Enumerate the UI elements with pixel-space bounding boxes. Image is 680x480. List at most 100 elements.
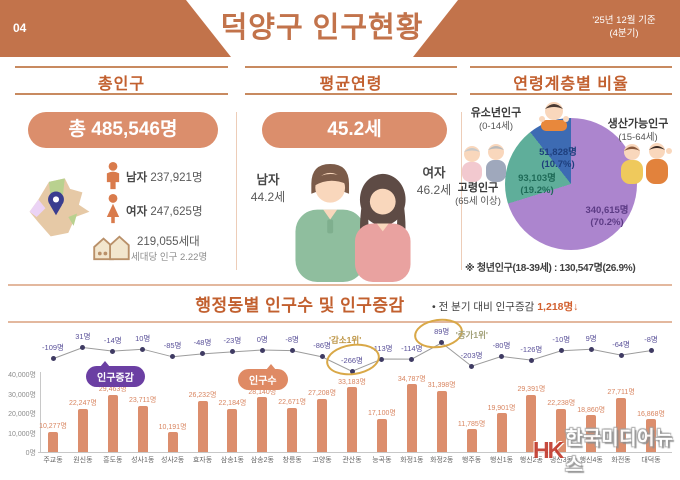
watermark-text: 한국미디어뉴스 bbox=[565, 428, 674, 476]
district-label: 삼송1동 bbox=[220, 457, 244, 464]
change-value: -14명 bbox=[103, 335, 122, 345]
panel-divider bbox=[461, 112, 462, 270]
change-value: 0명 bbox=[256, 334, 268, 344]
elderly-slice-label: 93,103명 (19.2%) bbox=[518, 173, 556, 197]
change-dot bbox=[170, 354, 176, 360]
change-dot bbox=[528, 357, 534, 363]
divider bbox=[470, 93, 672, 95]
change-value: -86명 bbox=[313, 341, 331, 351]
y-axis-line bbox=[40, 372, 41, 452]
legend-population-change: 인구증감 bbox=[86, 361, 145, 387]
average-age-pill: 45.2세 bbox=[262, 112, 447, 148]
subtitle-prefix: • 전 분기 대비 인구증감 bbox=[432, 301, 535, 313]
change-value: -109명 bbox=[42, 343, 64, 353]
population-bar bbox=[436, 390, 447, 452]
watermark: HK 한국미디어뉴스 bbox=[533, 423, 680, 477]
district-map-icon bbox=[29, 178, 90, 237]
male-value: 237,921명 bbox=[150, 172, 203, 184]
population-value: 17,100명 bbox=[367, 410, 396, 418]
district-label: 능곡동 bbox=[372, 457, 392, 464]
panel-divider bbox=[236, 112, 237, 270]
divider bbox=[15, 93, 228, 95]
change-dot bbox=[50, 356, 56, 362]
x-axis-line bbox=[38, 452, 672, 453]
district-label: 흥도동 bbox=[103, 457, 123, 464]
adults-icon bbox=[621, 143, 672, 184]
population-value: 22,184명 bbox=[218, 400, 247, 408]
population-bar bbox=[317, 398, 328, 452]
district-label: 행주동 bbox=[461, 457, 482, 464]
legend-population: 인구수 bbox=[238, 364, 288, 390]
y-axis-tick: 30,000명 bbox=[8, 391, 36, 399]
population-value: 27,711명 bbox=[607, 389, 635, 397]
households-value: 219,055세대 bbox=[137, 236, 200, 248]
divider bbox=[8, 321, 672, 323]
working-group-label: 생산가능인구 (15-64세) bbox=[607, 118, 669, 143]
population-value: 19,901명 bbox=[487, 404, 516, 412]
legend-tail bbox=[266, 364, 276, 370]
change-dot bbox=[499, 353, 504, 359]
district-label: 행신2동 bbox=[519, 457, 543, 464]
change-dot bbox=[319, 354, 325, 360]
change-dot bbox=[469, 363, 475, 369]
district-label: 삼송2동 bbox=[250, 457, 274, 464]
page-number: 04 bbox=[13, 21, 27, 35]
change-dot bbox=[439, 340, 445, 346]
female-population-row: 여자 247,625명 bbox=[126, 203, 203, 219]
rank-annotation-label: '감소1위' bbox=[329, 335, 362, 346]
population-bar bbox=[466, 429, 477, 452]
population-value: 18,860명 bbox=[577, 406, 606, 414]
population-bar bbox=[586, 415, 597, 452]
population-value: 10,191명 bbox=[158, 423, 187, 431]
change-value: -8명 bbox=[285, 335, 299, 345]
district-label: 화정2동 bbox=[430, 457, 454, 464]
population-bar bbox=[107, 394, 118, 452]
male-label: 남자 bbox=[126, 172, 148, 184]
change-dot bbox=[200, 351, 205, 357]
population-value: 22,247명 bbox=[68, 400, 97, 408]
panel-title-ratio: 연령계층별 비율 bbox=[513, 76, 629, 93]
change-value: -266명 bbox=[341, 355, 363, 365]
population-value: 31,398명 bbox=[427, 382, 456, 390]
district-label: 효자동 bbox=[192, 457, 213, 464]
change-dot bbox=[558, 348, 564, 354]
population-bar bbox=[197, 400, 208, 452]
female-age-block: 여자 46.2세 bbox=[412, 164, 456, 200]
district-label: 주교동 bbox=[43, 457, 63, 464]
male-age-label: 남자 bbox=[256, 173, 280, 187]
male-age-block: 남자 44.2세 bbox=[246, 171, 290, 207]
district-label: 성사1동 bbox=[131, 457, 155, 464]
population-bar bbox=[347, 387, 357, 452]
population-value: 16,868명 bbox=[637, 410, 665, 418]
divider bbox=[15, 66, 228, 68]
date-note-line2: (4분기) bbox=[609, 28, 639, 40]
district-label: 화전동 bbox=[611, 457, 631, 464]
change-value: -114명 bbox=[401, 343, 423, 353]
district-label: 행신4동 bbox=[579, 457, 603, 464]
district-label: 고양동 bbox=[312, 457, 332, 464]
change-dot bbox=[648, 348, 654, 354]
change-dot bbox=[80, 345, 86, 351]
per-household-value: 세대당 인구 2.22명 bbox=[131, 252, 208, 263]
subtitle-value: 1,218명↓ bbox=[537, 301, 579, 313]
change-value: 31명 bbox=[75, 332, 91, 342]
population-value: 22,238명 bbox=[547, 400, 576, 408]
district-label: 행신1동 bbox=[489, 457, 514, 464]
change-value: -48명 bbox=[193, 338, 212, 348]
population-bar bbox=[77, 408, 88, 452]
child-icon bbox=[539, 102, 569, 131]
change-value: -203명 bbox=[460, 350, 483, 360]
change-value: -23명 bbox=[223, 336, 242, 346]
y-axis-tick: 10,000명 bbox=[8, 430, 36, 438]
district-label: 행신3동 bbox=[549, 457, 573, 464]
youth-group-label: 유소년인구 (0-14세) bbox=[470, 107, 522, 132]
change-value: -8명 bbox=[644, 335, 658, 345]
population-bar bbox=[646, 419, 656, 452]
population-bar bbox=[496, 413, 507, 452]
change-value: 9명 bbox=[585, 333, 597, 343]
elderly-couple-icon bbox=[462, 144, 506, 182]
panel-title-age: 평균연령 bbox=[319, 76, 383, 93]
section-title: 행정동별 인구수 및 인구증감 bbox=[195, 296, 405, 315]
district-label: 대덕동 bbox=[641, 457, 661, 464]
rank-annotation-label: '증가1위' bbox=[455, 329, 488, 340]
